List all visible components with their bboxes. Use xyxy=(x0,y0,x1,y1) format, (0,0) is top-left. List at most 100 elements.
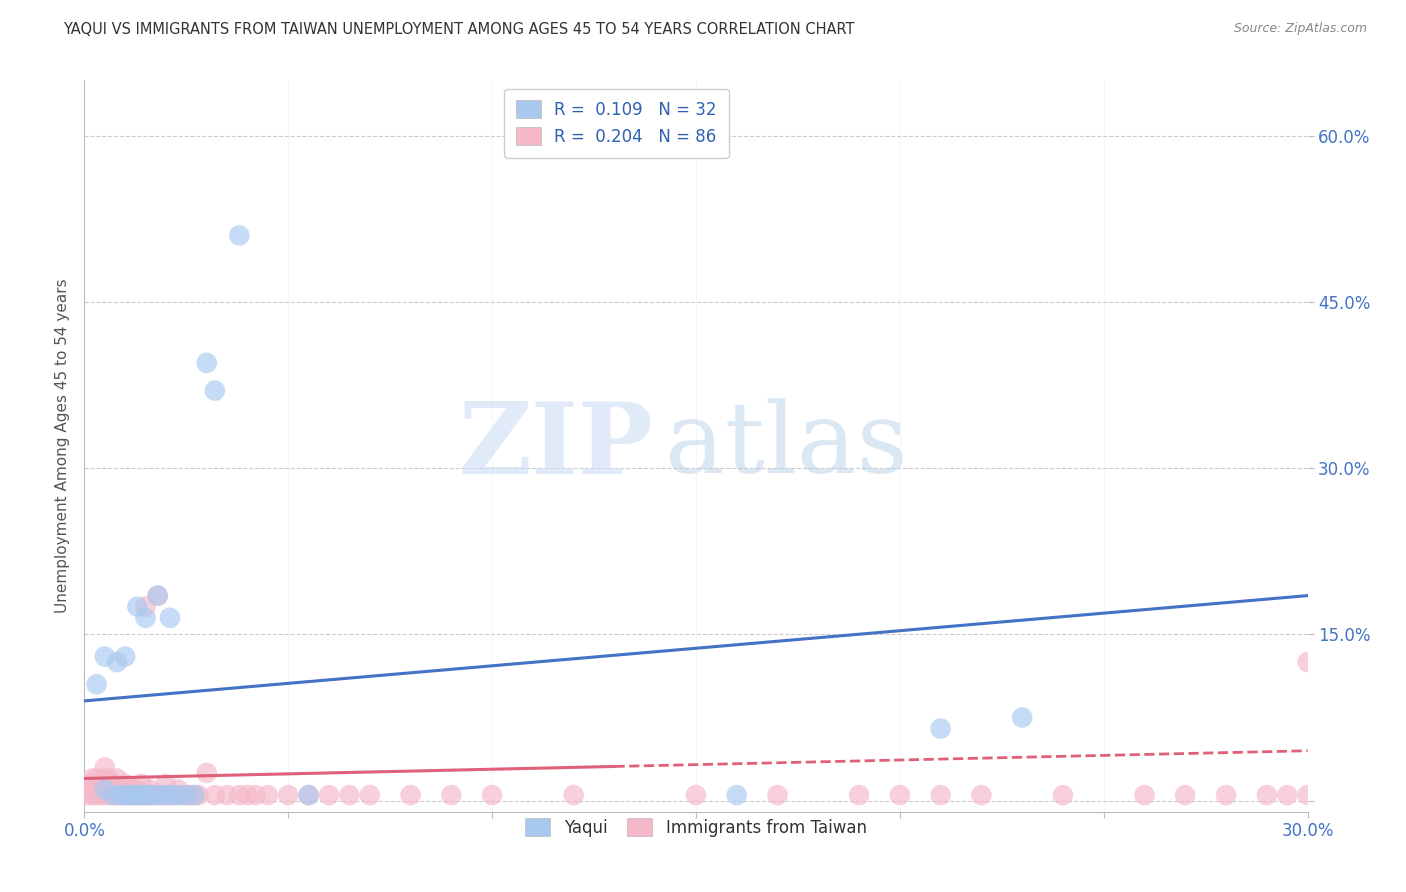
Point xyxy=(1215,788,1237,802)
Point xyxy=(150,788,173,802)
Point xyxy=(82,788,104,802)
Point xyxy=(163,788,186,802)
Point xyxy=(135,599,157,614)
Point xyxy=(82,782,104,797)
Point xyxy=(135,788,157,802)
Y-axis label: Unemployment Among Ages 45 to 54 years: Unemployment Among Ages 45 to 54 years xyxy=(55,278,70,614)
Point xyxy=(135,788,157,802)
Point xyxy=(146,589,169,603)
Point xyxy=(228,228,250,243)
Point xyxy=(93,788,115,802)
Point xyxy=(440,788,463,802)
Point xyxy=(1256,788,1278,802)
Point xyxy=(77,788,100,802)
Point xyxy=(766,788,789,802)
Point xyxy=(122,782,145,797)
Point xyxy=(685,788,707,802)
Point xyxy=(105,782,128,797)
Point xyxy=(1296,788,1319,802)
Point xyxy=(318,788,340,802)
Point xyxy=(195,356,218,370)
Point xyxy=(204,384,226,398)
Point xyxy=(929,722,952,736)
Point xyxy=(110,788,132,802)
Point xyxy=(174,788,197,802)
Point xyxy=(155,788,177,802)
Point xyxy=(172,788,194,802)
Point xyxy=(90,788,112,802)
Point xyxy=(86,677,108,691)
Point xyxy=(127,782,149,797)
Point xyxy=(131,788,153,802)
Point xyxy=(93,782,115,797)
Text: YAQUI VS IMMIGRANTS FROM TAIWAN UNEMPLOYMENT AMONG AGES 45 TO 54 YEARS CORRELATI: YAQUI VS IMMIGRANTS FROM TAIWAN UNEMPLOY… xyxy=(63,22,855,37)
Point xyxy=(481,788,503,802)
Text: atlas: atlas xyxy=(665,398,908,494)
Point xyxy=(93,772,115,786)
Point xyxy=(159,788,181,802)
Point xyxy=(339,788,361,802)
Point xyxy=(725,788,748,802)
Point xyxy=(138,788,160,802)
Point xyxy=(105,772,128,786)
Point xyxy=(155,788,177,802)
Point xyxy=(138,788,160,802)
Point xyxy=(101,777,124,791)
Point xyxy=(97,788,120,802)
Point xyxy=(142,788,165,802)
Point xyxy=(127,788,149,802)
Point xyxy=(236,788,259,802)
Point xyxy=(110,782,132,797)
Point xyxy=(122,788,145,802)
Point xyxy=(929,788,952,802)
Point xyxy=(110,788,132,802)
Point xyxy=(122,788,145,802)
Point xyxy=(146,788,169,802)
Point xyxy=(174,788,197,802)
Point xyxy=(204,788,226,802)
Point xyxy=(399,788,422,802)
Point xyxy=(118,788,141,802)
Point xyxy=(1277,788,1299,802)
Point xyxy=(1052,788,1074,802)
Point xyxy=(97,782,120,797)
Point xyxy=(155,777,177,791)
Point xyxy=(114,649,136,664)
Point xyxy=(97,772,120,786)
Point xyxy=(105,788,128,802)
Point xyxy=(93,760,115,774)
Point xyxy=(114,782,136,797)
Point xyxy=(142,788,165,802)
Point xyxy=(150,788,173,802)
Point xyxy=(86,788,108,802)
Point xyxy=(245,788,267,802)
Point xyxy=(93,782,115,797)
Point xyxy=(114,788,136,802)
Point xyxy=(167,788,190,802)
Point xyxy=(118,782,141,797)
Point xyxy=(167,782,190,797)
Point xyxy=(183,788,205,802)
Point xyxy=(217,788,239,802)
Point xyxy=(86,772,108,786)
Text: Source: ZipAtlas.com: Source: ZipAtlas.com xyxy=(1233,22,1367,36)
Point xyxy=(73,782,96,797)
Point xyxy=(86,782,108,797)
Point xyxy=(277,788,299,802)
Point xyxy=(138,782,160,797)
Point xyxy=(179,788,201,802)
Point xyxy=(131,788,153,802)
Point xyxy=(228,788,250,802)
Point xyxy=(163,788,186,802)
Point xyxy=(146,589,169,603)
Point xyxy=(298,788,321,802)
Point xyxy=(90,777,112,791)
Point xyxy=(1011,710,1033,724)
Point xyxy=(257,788,280,802)
Point xyxy=(101,782,124,797)
Point xyxy=(82,772,104,786)
Point xyxy=(93,649,115,664)
Point xyxy=(114,777,136,791)
Point xyxy=(127,599,149,614)
Point xyxy=(359,788,381,802)
